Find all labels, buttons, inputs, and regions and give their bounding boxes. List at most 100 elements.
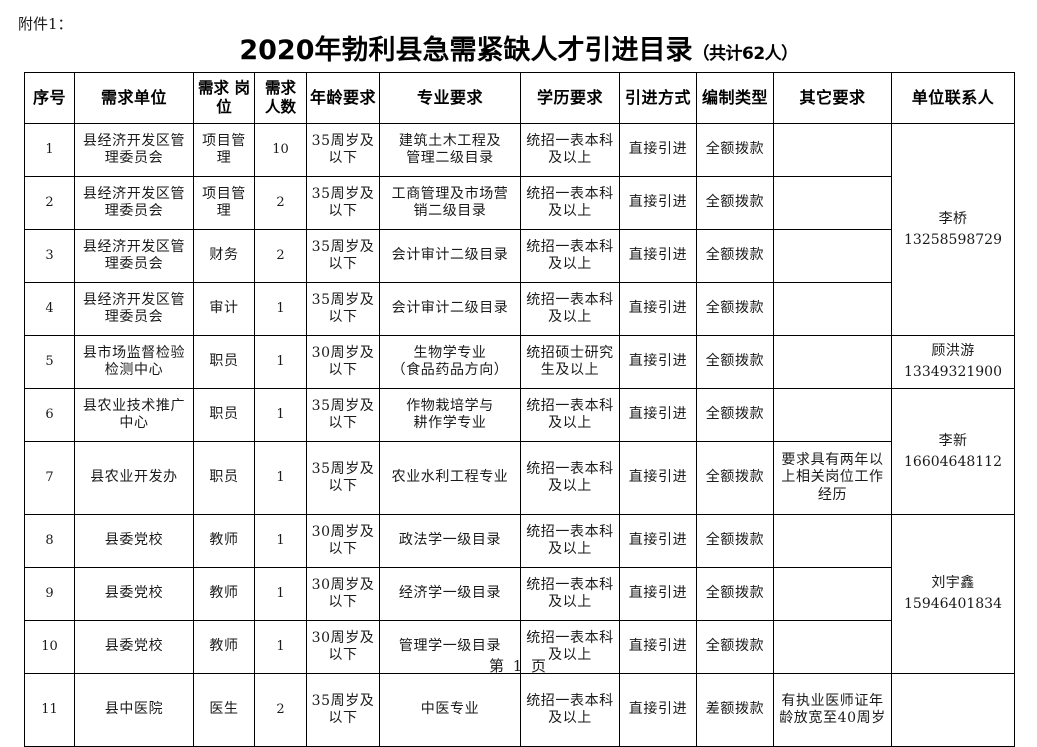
cell-age-line1: 30周岁及 <box>311 629 375 646</box>
cell-post: 医生 <box>193 673 255 747</box>
column-header-count-line1: 需求 <box>264 78 296 97</box>
cell-edu-line1: 统招一表本科 <box>526 523 614 540</box>
column-header-post-line2: 岗位 <box>216 78 250 116</box>
contact-name: 顾洪游 <box>931 343 975 359</box>
cell-unit: 县经济开发区管 理委员会 <box>74 282 194 336</box>
cell-establishment-type: 全额拨款 <box>696 620 774 674</box>
cell-count: 2 <box>254 673 307 747</box>
cell-seq: 5 <box>24 335 75 389</box>
cell-count: 1 <box>254 620 307 674</box>
cell-establishment-type: 差额拨款 <box>696 673 774 747</box>
cell-edu-line2: 及以上 <box>548 647 592 663</box>
cell-establishment-type: 全额拨款 <box>696 176 774 230</box>
cell-seq: 4 <box>24 282 75 336</box>
cell-edu-line2: 及以上 <box>548 594 592 610</box>
table-row: 10 县委党校 教师 1 30周岁及 以下 管理学一级目录 统招一表本科 及以上 直接引进 全额拨款 <box>24 620 1015 674</box>
cell-education: 统招一表本科 及以上 <box>520 567 620 621</box>
contact-phone: 15946401834 <box>904 596 1002 612</box>
cell-seq: 7 <box>24 441 75 515</box>
cell-age-line2: 以下 <box>328 362 358 378</box>
cell-edu-line1: 统招一表本科 <box>526 238 614 255</box>
cell-other <box>773 567 892 621</box>
cell-count: 10 <box>254 123 307 177</box>
cell-age-line2: 以下 <box>328 203 358 219</box>
table-row: 8 县委党校 教师 1 30周岁及 以下 政法学一级目录 统招一表本科 及以上 直接引进 全额拨款刘… <box>24 514 1015 674</box>
cell-seq: 11 <box>24 673 75 747</box>
column-header-seq: 序号 <box>24 72 75 124</box>
cell-seq: 2 <box>24 176 75 230</box>
cell-unit: 县农业技术推广 中心 <box>74 388 194 442</box>
cell-age-line2: 以下 <box>328 478 358 494</box>
cell-age: 35周岁及 以下 <box>306 176 380 230</box>
cell-major-line1: 工商管理及市场营 <box>391 185 509 202</box>
column-header-post-line1: 需求 <box>198 78 230 97</box>
cell-edu-line1: 统招一表本科 <box>526 629 614 646</box>
cell-unit: 县委党校 <box>74 514 194 568</box>
table-row: 6 县农业技术推广 中心 职员 1 35周岁及 以下 作物栽培学与 耕作学专业 统招一表本科 及以上… <box>24 388 1015 515</box>
cell-unit-line1: 县委党校 <box>104 638 164 655</box>
cell-edu-line2: 生及以上 <box>540 362 600 378</box>
cell-major-line1: 生物学专业 <box>413 344 487 361</box>
table-header: 序号 需求单位 需求 岗位 需求 人数 年龄要求 专业要求 学历要求 引进方式 … <box>24 72 1015 124</box>
cell-age-line1: 35周岁及 <box>311 397 375 414</box>
cell-unit: 县市场监督检验 检测中心 <box>74 335 194 389</box>
cell-education: 统招一表本科 及以上 <box>520 673 620 747</box>
cell-age-line1: 35周岁及 <box>311 238 375 255</box>
cell-age: 35周岁及 以下 <box>306 673 380 747</box>
cell-age: 35周岁及 以下 <box>306 282 380 336</box>
cell-count: 1 <box>254 514 307 568</box>
cell-education: 统招一表本科 及以上 <box>520 282 620 336</box>
cell-seq: 6 <box>24 388 75 442</box>
column-header-other: 其它要求 <box>773 72 892 124</box>
cell-age: 35周岁及 以下 <box>306 229 380 283</box>
column-header-unit: 需求单位 <box>74 72 194 124</box>
cell-age-line2: 以下 <box>328 309 358 325</box>
cell-mode: 直接引进 <box>619 176 697 230</box>
contact-name: 李新 <box>938 432 968 449</box>
cell-mode: 直接引进 <box>619 673 697 747</box>
cell-major-line2: 销二级目录 <box>413 203 487 219</box>
cell-education: 统招一表本科 及以上 <box>520 388 620 442</box>
cell-other: 要求具有两年以上相关岗位工作经历 <box>773 441 892 515</box>
cell-mode: 直接引进 <box>619 567 697 621</box>
cell-age-line1: 35周岁及 <box>311 132 375 149</box>
cell-edu-line2: 及以上 <box>548 256 592 272</box>
cell-age: 30周岁及 以下 <box>306 620 380 674</box>
cell-age-line2: 以下 <box>328 710 358 726</box>
cell-unit: 县委党校 <box>74 620 194 674</box>
cell-major-line1: 管理学一级目录 <box>398 638 502 655</box>
cell-contact: 顾洪游 13349321900 <box>891 335 1015 389</box>
cell-age: 35周岁及 以下 <box>306 123 380 177</box>
cell-establishment-type: 全额拨款 <box>696 567 774 621</box>
cell-establishment-type: 全额拨款 <box>696 388 774 442</box>
cell-count: 1 <box>254 567 307 621</box>
cell-unit-line2: 理委员会 <box>104 150 164 166</box>
cell-mode: 直接引进 <box>619 335 697 389</box>
column-header-establishment-type: 编制类型 <box>696 72 774 124</box>
table-row: 5 县市场监督检验 检测中心 职员 1 30周岁及 以下 生物学专业 （食品药品方向） 统招硕士研… <box>24 335 1015 389</box>
cell-establishment-type: 全额拨款 <box>696 123 774 177</box>
cell-major-line1: 经济学一级目录 <box>398 585 502 602</box>
cell-unit-line2: 理委员会 <box>104 309 164 325</box>
cell-age-line2: 以下 <box>328 415 358 431</box>
cell-age-line1: 30周岁及 <box>311 344 375 361</box>
cell-post: 教师 <box>193 567 255 621</box>
document-page: 附件1： 2020年勃利县急需紧缺人才引进目录（共计62人） 序号 <box>18 15 1015 747</box>
cell-age-line2: 以下 <box>328 541 358 557</box>
cell-major: 会计审计二级目录 <box>379 229 521 283</box>
cell-age: 30周岁及 以下 <box>306 335 380 389</box>
cell-age-line1: 35周岁及 <box>311 291 375 308</box>
contact-phone: 13349321900 <box>904 364 1002 380</box>
cell-establishment-type: 全额拨款 <box>696 441 774 515</box>
cell-establishment-type: 全额拨款 <box>696 335 774 389</box>
cell-other <box>773 176 892 230</box>
cell-major: 管理学一级目录 <box>379 620 521 674</box>
cell-major-line1: 建筑土木工程及 <box>398 132 502 149</box>
cell-unit: 县经济开发区管 理委员会 <box>74 229 194 283</box>
cell-establishment-type: 全额拨款 <box>696 229 774 283</box>
cell-major-line1: 中医专业 <box>420 701 480 718</box>
cell-post: 职员 <box>193 388 255 442</box>
cell-count: 2 <box>254 229 307 283</box>
cell-major-line1: 政法学一级目录 <box>398 532 502 549</box>
column-header-age: 年龄要求 <box>306 72 380 124</box>
